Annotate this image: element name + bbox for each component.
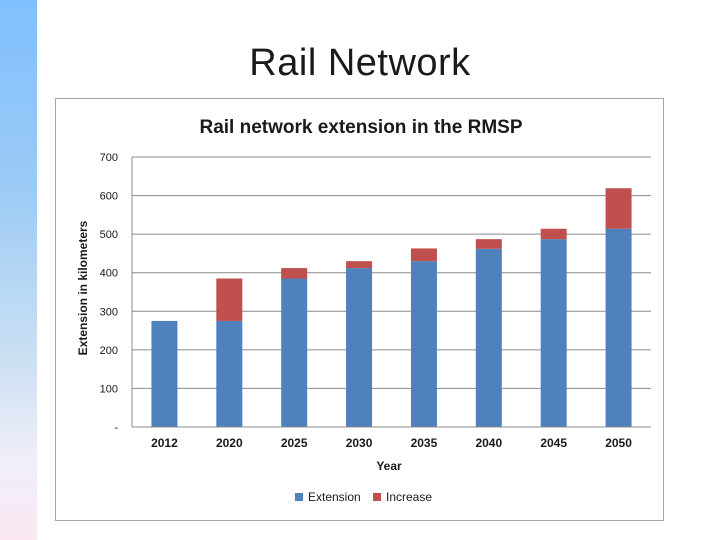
x-tick-label: 2050 [605,436,632,450]
axes: - 100 200 300 400 500 600 700 2012 2020 2025 2030 20… [100,152,651,450]
y-tick-label: 500 [100,229,118,241]
legend-label-extension: Extension [308,490,361,504]
y-tick-label: 200 [100,345,118,357]
bar-extension-2020 [216,320,243,427]
y-tick-label: 100 [100,383,118,395]
y-tick-label: - [114,422,118,434]
bar-extension-2040 [475,248,502,427]
x-tick-label: 2025 [281,436,308,450]
bar-increase-2020 [216,278,243,321]
chart-frame: - 100 200 300 400 500 600 700 2012 2020 2025 2030 20… [55,98,664,521]
chart-title: Rail network extension in the RMSP [199,117,522,138]
legend: Extension Increase [295,490,432,504]
bar-increase-2035 [410,248,437,262]
slide-title: Rail Network [249,42,471,84]
bars [151,188,632,427]
bar-extension-2025 [281,278,308,427]
x-tick-label: 2040 [475,436,502,450]
bar-extension-2030 [346,268,373,427]
x-tick-label: 2030 [346,436,373,450]
bar-increase-2050 [605,188,632,229]
x-axis-label: Year [376,459,402,473]
legend-label-increase: Increase [386,490,432,504]
legend-swatch-extension [295,493,303,501]
x-tick-label: 2012 [151,436,178,450]
bar-extension-2045 [540,239,567,427]
x-tick-label: 2045 [540,436,567,450]
x-tick-label: 2020 [216,436,243,450]
rail-extension-chart: - 100 200 300 400 500 600 700 2012 2020 2025 2030 20… [76,117,651,504]
y-tick-label: 600 [100,191,118,203]
y-tick-label: 400 [100,268,118,280]
bar-increase-2045 [540,228,567,240]
y-tick-label: 700 [100,152,118,164]
legend-swatch-increase [373,493,381,501]
gridlines [132,156,651,389]
bar-increase-2030 [346,261,373,269]
bar-increase-2025 [281,268,308,279]
y-tick-label: 300 [100,306,118,318]
slide-side-band [0,0,37,540]
x-tick-label: 2035 [411,436,438,450]
bar-increase-2040 [475,239,502,249]
y-axis-label: Extension in kilometers [76,220,90,355]
bar-extension-2012 [151,320,178,427]
bar-extension-2035 [410,261,437,427]
bar-extension-2050 [605,228,632,427]
